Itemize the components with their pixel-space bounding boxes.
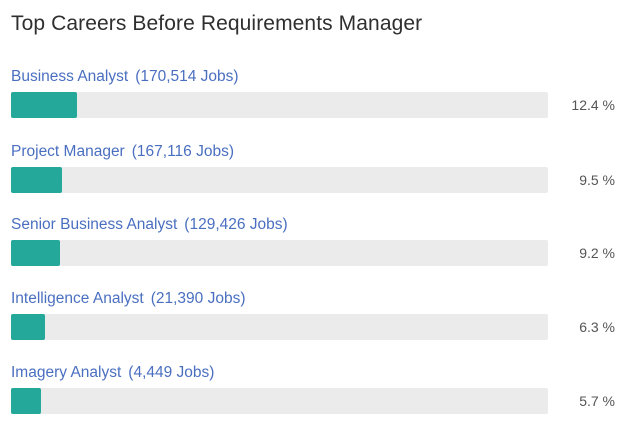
career-percent: 9.2 % [579, 245, 615, 261]
career-link[interactable]: Project Manager (167,116 Jobs) [11, 143, 234, 161]
progress-track [11, 388, 548, 414]
career-jobs-count: (129,426 Jobs) [184, 216, 288, 233]
career-name: Business Analyst [11, 68, 129, 85]
progress-fill [11, 240, 60, 266]
progress-track [11, 314, 548, 340]
career-jobs-count: (21,390 Jobs) [150, 290, 246, 307]
career-name: Intelligence Analyst [11, 290, 144, 307]
page-title: Top Careers Before Requirements Manager [11, 12, 423, 35]
progress-fill [11, 388, 41, 414]
career-link[interactable]: Imagery Analyst (4,449 Jobs) [11, 364, 214, 382]
progress-fill [11, 92, 77, 118]
progress-fill [11, 314, 45, 340]
career-percent: 5.7 % [579, 393, 615, 409]
career-jobs-count: (170,514 Jobs) [135, 68, 239, 85]
career-item: Imagery Analyst (4,449 Jobs) 5.7 % [0, 364, 635, 424]
career-link[interactable]: Business Analyst (170,514 Jobs) [11, 68, 239, 86]
career-percent: 6.3 % [579, 319, 615, 335]
career-jobs-count: (4,449 Jobs) [128, 364, 215, 381]
progress-fill [11, 167, 62, 193]
career-item: Business Analyst (170,514 Jobs) 12.4 % [0, 68, 635, 128]
career-link[interactable]: Senior Business Analyst (129,426 Jobs) [11, 216, 288, 234]
progress-track [11, 167, 548, 193]
career-name: Project Manager [11, 143, 125, 160]
career-name: Senior Business Analyst [11, 216, 178, 233]
career-item: Senior Business Analyst (129,426 Jobs) 9.… [0, 216, 635, 276]
career-link[interactable]: Intelligence Analyst (21,390 Jobs) [11, 290, 245, 308]
career-item: Project Manager (167,116 Jobs) 9.5 % [0, 143, 635, 203]
career-percent: 12.4 % [571, 97, 615, 113]
career-name: Imagery Analyst [11, 364, 122, 381]
career-percent: 9.5 % [579, 172, 615, 188]
career-item: Intelligence Analyst (21,390 Jobs) 6.3 % [0, 290, 635, 350]
progress-track [11, 92, 548, 118]
progress-track [11, 240, 548, 266]
career-jobs-count: (167,116 Jobs) [131, 143, 234, 160]
